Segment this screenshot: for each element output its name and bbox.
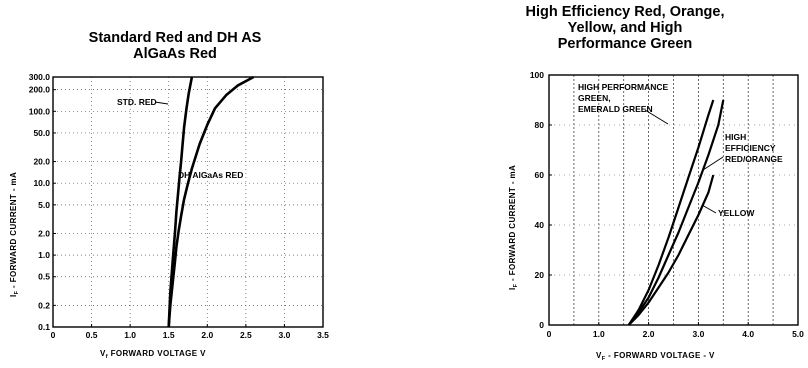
left-y-tick-label: 2.0	[38, 228, 50, 238]
left-y-axis-label: IF - FORWARD CURRENT - mA	[9, 172, 20, 297]
right-x-tick-label: 5.0	[792, 329, 804, 339]
left-annotation-dh-algaas-red: DH AlGaAs RED	[178, 170, 243, 180]
left-y-tick-label: 5.0	[38, 200, 50, 210]
left-y-tick-label: 0.2	[38, 300, 50, 310]
right-x-axis-label: VF - FORWARD VOLTAGE - V	[596, 351, 715, 362]
right-annotation-green-line-2: GREEN,	[578, 93, 611, 103]
right-chart-svg: 0 1.0 2.0 3.0 4.0 5.0 0 20 40 60 80 100 VF - FORWARD…	[400, 0, 808, 368]
right-annotation-red-orange-line-3: RED/ORANGE	[725, 154, 783, 164]
left-x-tick-label: 3.5	[317, 330, 329, 340]
right-annotation-red-orange-line-2: EFFICIENCY	[725, 143, 776, 153]
left-y-tick-label: 300.0	[29, 72, 51, 82]
right-x-tick-label: 0	[547, 329, 552, 339]
left-y-tick-label: 0.1	[38, 322, 50, 332]
left-annotation-std-red-leader	[155, 102, 168, 104]
right-x-tick-label: 1.0	[593, 329, 605, 339]
right-annotation-yellow: YELLOW	[718, 208, 755, 218]
left-y-tick-label: 50.0	[33, 128, 50, 138]
right-y-tick-label: 0	[539, 320, 544, 330]
left-y-tick-label: 10.0	[33, 178, 50, 188]
right-annotation-yellow-leader	[702, 205, 716, 213]
left-annotation-std-red: STD. RED	[117, 97, 157, 107]
right-annotation-green-line-1: HIGH PERFORMANCE	[578, 82, 669, 92]
left-x-tick-label: 3.0	[279, 330, 291, 340]
left-x-tick-label: 0	[51, 330, 56, 340]
left-y-tick-label: 20.0	[33, 157, 50, 167]
right-y-tick-label: 100	[530, 70, 544, 80]
right-y-tick-label: 40	[535, 220, 545, 230]
right-annotation-red-orange-line-1: HIGH	[725, 132, 746, 142]
left-x-tick-label: 2.5	[240, 330, 252, 340]
left-y-tick-label: 0.5	[38, 272, 50, 282]
left-chart-panel: Standard Red and DH AS AlGaAs Red 0 0.5 1.…	[0, 0, 400, 368]
left-plot-frame	[53, 77, 323, 327]
left-chart-svg: 0 0.5 1.0 1.5 2.0 2.5 3.0 3.5 0.1 0.2 0.5 1.0 2.0 5.0…	[0, 0, 400, 368]
right-y-tick-label: 80	[535, 120, 545, 130]
right-y-axis-label: IF - FORWARD CURRENT - mA	[508, 165, 519, 290]
left-x-tick-label: 1.5	[163, 330, 175, 340]
left-y-tick-label: 100.0	[29, 106, 51, 116]
right-x-tick-label: 4.0	[742, 329, 754, 339]
right-y-tick-label: 20	[535, 270, 545, 280]
left-x-tick-label: 2.0	[201, 330, 213, 340]
right-annotation-green-line-3: EMERALD GREEN	[578, 104, 653, 114]
left-series-line-dh-algaas-red	[169, 77, 254, 327]
left-y-tick-label: 1.0	[38, 250, 50, 260]
left-y-tick-label: 200.0	[29, 85, 51, 95]
left-x-tick-label: 1.0	[124, 330, 136, 340]
right-y-tick-label: 60	[535, 170, 545, 180]
left-x-tick-label: 0.5	[86, 330, 98, 340]
right-chart-panel: High Efficiency Red, Orange, Yellow, and…	[400, 0, 808, 368]
right-x-tick-label: 3.0	[692, 329, 704, 339]
left-x-axis-label: Vf FORWARD VOLTAGE V	[100, 349, 206, 360]
right-x-tick-label: 2.0	[643, 329, 655, 339]
